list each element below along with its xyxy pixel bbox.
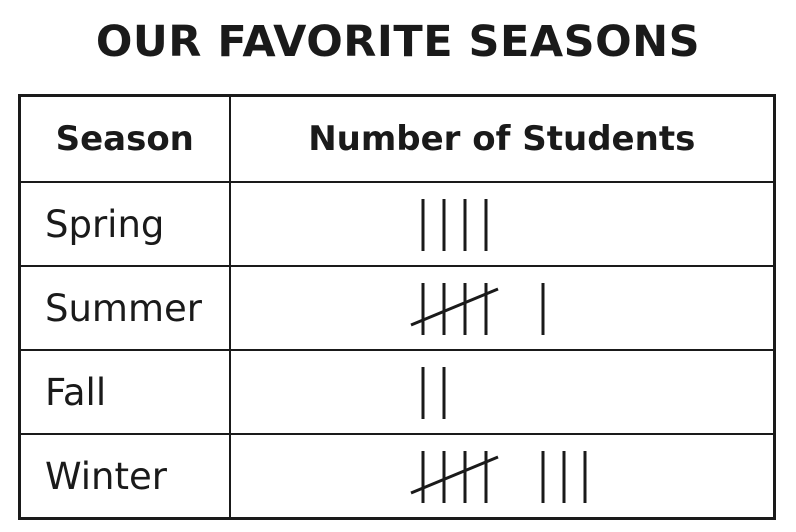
season-label: Fall [18,349,231,435]
header-season: Season [18,94,231,183]
tally-marks [409,451,586,503]
chart-title: OUR FAVORITE SEASONS [95,17,701,67]
tally-strike [409,287,499,327]
tally-cell [228,181,776,267]
season-label: Winter [18,433,231,520]
tally-cell [228,265,776,351]
table-row: Fall [18,349,776,435]
table-row: Spring [18,181,776,267]
tally-cell [228,349,776,435]
header-number-of-students: Number of Students [228,94,776,183]
tally-cell [228,433,776,520]
tally-table: Season Number of Students Spring Summer … [18,94,776,520]
table-row: Summer [18,265,776,351]
header-row: Season Number of Students [18,94,776,183]
tally-marks [409,283,544,335]
tally-strike [409,455,499,495]
season-label: Spring [18,181,231,267]
tally-marks [421,199,487,251]
table-row: Winter [18,433,776,520]
season-label: Summer [18,265,231,351]
tally-marks [421,367,445,419]
